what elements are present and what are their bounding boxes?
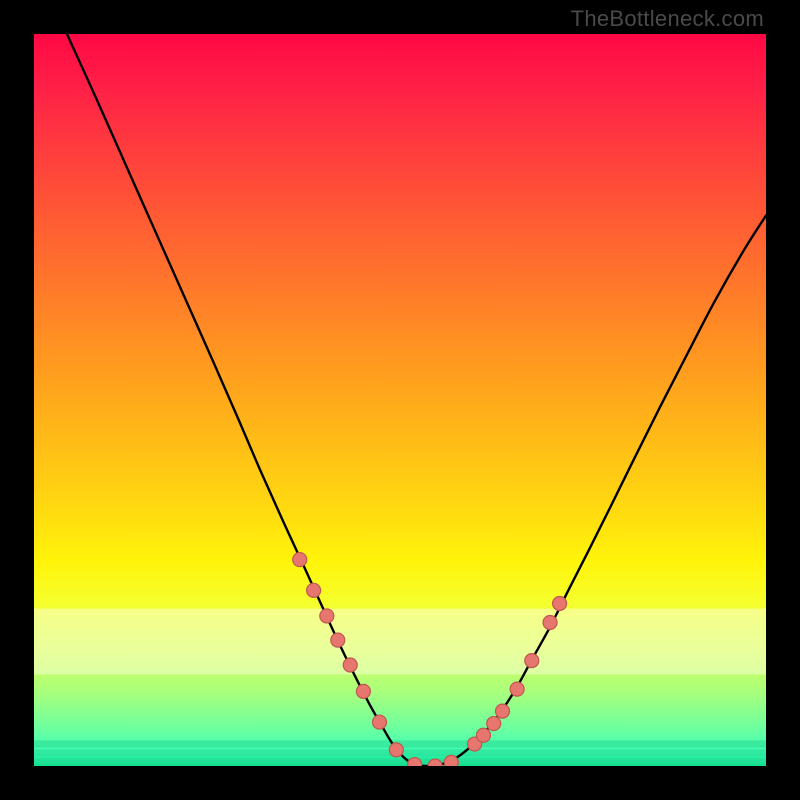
data-marker [320,609,334,623]
data-marker [444,755,458,766]
data-marker [495,704,509,718]
data-marker [487,717,501,731]
data-marker [293,553,307,567]
pale-yellow-band [34,609,766,675]
data-marker [510,682,524,696]
data-marker [525,654,539,668]
data-marker [476,728,490,742]
watermark-text: TheBottleneck.com [571,6,764,32]
outer-frame: TheBottleneck.com [0,0,800,800]
data-marker [307,583,321,597]
data-marker [331,633,345,647]
data-marker [389,743,403,757]
data-marker [553,597,567,611]
data-marker [408,758,422,766]
data-marker [343,658,357,672]
plot-area [34,34,766,766]
chart-svg [34,34,766,766]
data-marker [373,715,387,729]
data-marker [356,684,370,698]
data-marker [543,616,557,630]
